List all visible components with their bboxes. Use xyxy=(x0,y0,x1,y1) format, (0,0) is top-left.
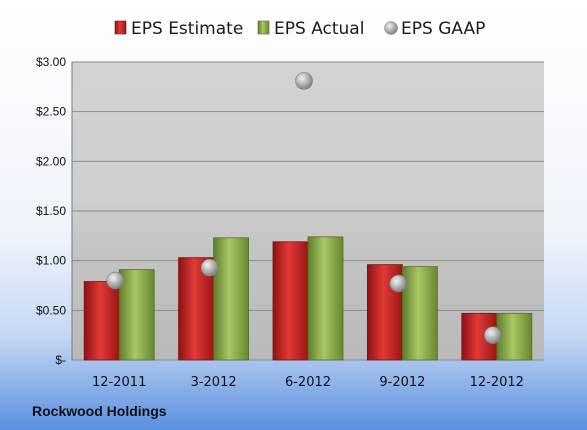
eps-gaap-point xyxy=(295,72,313,90)
gaap-points xyxy=(106,72,502,344)
y-tick-label: $0.50 xyxy=(36,303,66,317)
legend-swatch xyxy=(384,21,398,35)
y-tick-label: $1.00 xyxy=(36,254,66,268)
legend-label: EPS Estimate xyxy=(131,19,243,39)
bars xyxy=(83,236,533,361)
eps-actual-bar xyxy=(213,237,250,361)
y-tick-label: $1.50 xyxy=(36,204,66,218)
eps-actual-bar xyxy=(496,312,533,361)
eps-estimate-bar xyxy=(272,241,309,361)
eps-gaap-point xyxy=(106,271,124,290)
y-tick-label: $- xyxy=(55,353,66,367)
x-tick-label: 6-2012 xyxy=(285,375,331,390)
x-tick-label: 12-2011 xyxy=(92,375,146,390)
eps-gaap-point xyxy=(389,274,408,293)
legend: EPS Estimate EPS Actual EPS GAAP xyxy=(114,19,485,39)
eps-gaap-point xyxy=(200,258,219,277)
y-axis: $- $0.50 $1.00 $1.50 $2.00 $2.50 $3.00 xyxy=(36,55,73,367)
company-name: Rockwood Holdings xyxy=(32,403,167,419)
x-axis: 12-2011 3-2012 6-2012 9-2012 12-2012 xyxy=(92,375,524,390)
eps-actual-bar xyxy=(307,236,344,361)
y-tick-label: $3.00 xyxy=(36,55,66,69)
y-tick-label: $2.00 xyxy=(36,154,66,168)
x-tick-label: 3-2012 xyxy=(191,375,237,390)
eps-gaap-point xyxy=(483,326,502,344)
x-tick-label: 12-2012 xyxy=(470,375,524,390)
eps-actual-bar xyxy=(118,269,155,361)
y-tick-label: $2.50 xyxy=(36,105,66,119)
legend-swatch xyxy=(114,20,127,35)
legend-label: EPS Actual xyxy=(274,19,364,39)
x-tick-label: 9-2012 xyxy=(379,375,425,390)
eps-estimate-bar xyxy=(83,281,120,361)
eps-actual-bar xyxy=(401,266,438,361)
legend-swatch xyxy=(257,20,270,35)
legend-label: EPS GAAP xyxy=(401,19,485,39)
